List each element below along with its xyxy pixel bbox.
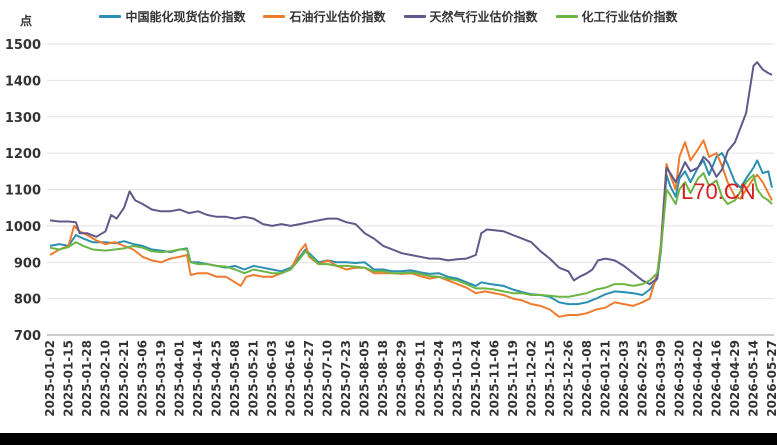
y-tick-label: 1000 [5, 220, 41, 235]
x-tick-label: 2025-12-26 [561, 340, 575, 417]
y-tick-label: 1100 [5, 184, 41, 199]
x-tick-label: 2025-07-23 [339, 340, 353, 417]
series-line-3 [49, 61, 773, 286]
x-tick-label: 2026-02-25 [635, 340, 649, 417]
legend-item: 化工行业估价指数 [555, 8, 678, 25]
x-tick-label: 2025-11-06 [487, 340, 501, 417]
x-tick-label: 2026-04-16 [709, 340, 723, 417]
series-line-4 [49, 172, 773, 298]
x-tick-label: 2025-10-24 [469, 340, 483, 417]
watermark-text: L70.CN [681, 179, 756, 204]
x-tick-label: 2026-01-08 [580, 340, 594, 417]
x-tick-label: 2025-06-03 [265, 340, 279, 417]
bottom-bar [0, 433, 777, 445]
x-tick-label: 2025-04-01 [173, 340, 187, 417]
legend-label: 化工行业估价指数 [581, 10, 678, 24]
legend-swatch [403, 15, 426, 18]
chart-legend: 中国能化现货估价指数 石油行业估价指数 天然气行业估价指数 化工行业估价指数 [0, 8, 777, 25]
legend-swatch [555, 15, 578, 18]
x-tick-label: 2025-04-25 [210, 340, 224, 417]
y-tick-label: 1200 [5, 147, 41, 162]
y-tick-label: 1500 [5, 38, 41, 53]
x-tick-label: 2026-04-29 [728, 340, 742, 417]
x-tick-label: 2025-10-13 [450, 340, 464, 417]
x-tick-label: 2025-05-08 [228, 340, 242, 417]
y-tick-label: 800 [14, 293, 41, 308]
y-tick-label: 700 [14, 329, 41, 344]
x-tick-label: 2025-06-16 [284, 340, 298, 417]
chart-grid [47, 43, 774, 336]
x-tick-label: 2025-09-24 [432, 340, 446, 417]
legend-item: 天然气行业估价指数 [403, 8, 538, 25]
legend-swatch [263, 15, 286, 18]
x-tick-label: 2025-06-27 [302, 340, 316, 417]
x-axis-ticks: 2025-01-02 2025-01-15 2025-01-28 2025-02-10… [43, 340, 777, 417]
x-tick-label: 2025-02-10 [99, 340, 113, 417]
x-tick-label: 2025-03-19 [154, 340, 168, 417]
y-tick-label: 1400 [5, 74, 41, 89]
x-tick-label: 2026-04-02 [691, 340, 705, 417]
x-tick-label: 2025-01-28 [80, 340, 94, 417]
x-tick-label: 2025-04-14 [191, 340, 205, 417]
x-tick-label: 2025-08-29 [395, 340, 409, 417]
x-tick-label: 2025-11-19 [506, 340, 520, 417]
y-axis-ticks: 700 800 900 1000 1100 1200 1300 1400 1500 [5, 38, 41, 344]
x-tick-label: 2025-12-15 [543, 340, 557, 417]
chart-series [49, 61, 773, 318]
x-tick-label: 2026-03-09 [654, 340, 668, 417]
x-tick-label: 2026-03-20 [672, 340, 686, 417]
y-tick-label: 900 [14, 256, 41, 271]
x-tick-label: 2026-05-27 [765, 340, 777, 417]
x-tick-label: 2025-05-21 [247, 340, 261, 417]
legend-label: 天然气行业估价指数 [429, 10, 538, 24]
series-line-2 [49, 139, 773, 318]
legend-item: 石油行业估价指数 [263, 8, 386, 25]
x-tick-label: 2025-07-10 [321, 340, 335, 417]
x-tick-label: 2026-01-21 [598, 340, 612, 417]
x-tick-label: 2025-12-02 [524, 340, 538, 417]
legend-label: 中国能化现货估价指数 [125, 10, 246, 24]
x-tick-label: 2025-09-11 [413, 340, 427, 417]
legend-swatch [99, 15, 122, 18]
x-tick-label: 2025-01-02 [43, 340, 57, 417]
y-tick-label: 1300 [5, 111, 41, 126]
x-tick-label: 2025-01-15 [62, 340, 76, 417]
x-tick-label: 2025-02-21 [117, 340, 131, 417]
x-tick-label: 2026-05-14 [746, 340, 760, 417]
x-tick-label: 2025-08-18 [376, 340, 390, 417]
legend-label: 石油行业估价指数 [289, 10, 386, 24]
x-tick-label: 2025-03-06 [136, 340, 150, 417]
x-tick-label: 2025-08-05 [358, 340, 372, 417]
legend-item: 中国能化现货估价指数 [99, 8, 245, 25]
x-tick-label: 2026-02-03 [617, 340, 631, 417]
y-axis-unit-label: 点 [20, 14, 33, 28]
